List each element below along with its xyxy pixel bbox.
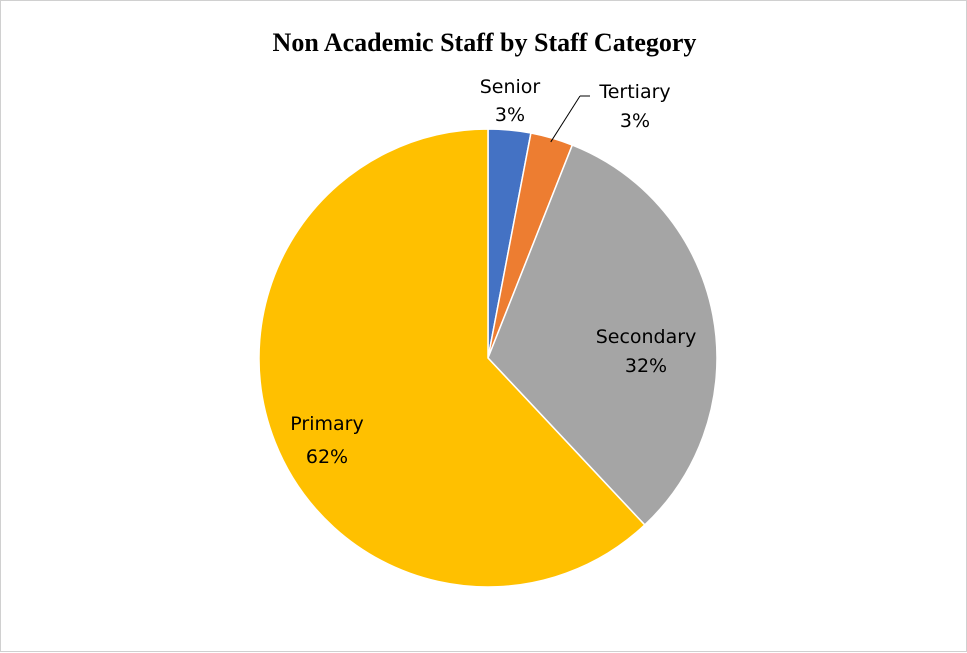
chart-title: Non Academic Staff by Staff Category — [272, 28, 697, 57]
tertiary-percent: 3% — [620, 110, 650, 132]
tertiary-leader-line — [550, 95, 581, 143]
senior-label: Senior — [480, 76, 541, 98]
secondary-label: Secondary — [596, 326, 697, 348]
pie-slices — [258, 128, 718, 588]
pie-slice-secondary — [487, 144, 718, 526]
tertiary-label: Tertiary — [598, 81, 670, 103]
senior-percent: 3% — [495, 104, 525, 126]
secondary-percent: 32% — [625, 355, 667, 377]
primary-percent: 62% — [306, 446, 348, 468]
primary-label: Primary — [290, 413, 363, 435]
pie-slice-primary — [258, 128, 646, 588]
